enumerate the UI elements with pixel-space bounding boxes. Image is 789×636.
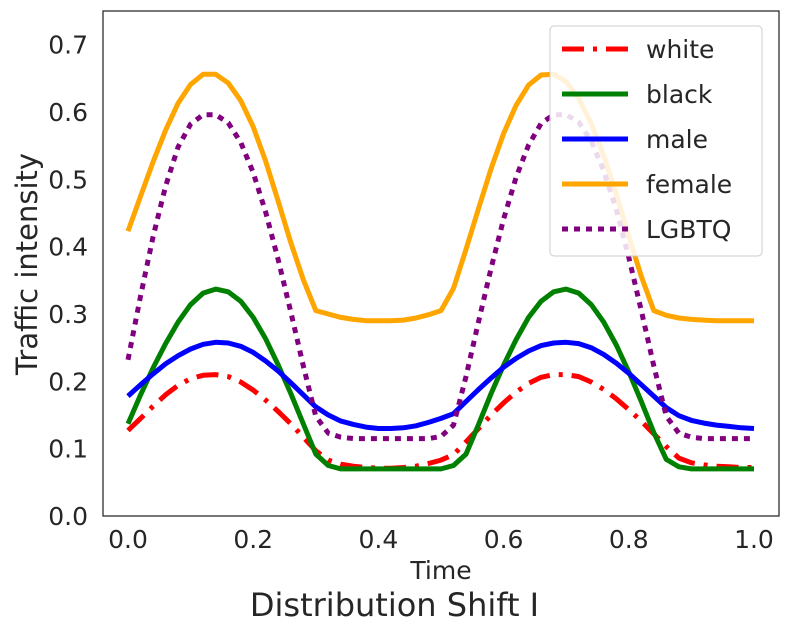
legend-label-lgbtq: LGBTQ (646, 215, 731, 244)
series-line-white (126, 372, 754, 471)
legend: white black male female LGBTQ (549, 25, 763, 257)
legend-label-white: white (646, 35, 714, 64)
y-tick-label: 0.5 (48, 165, 88, 194)
series-line-male (126, 339, 755, 431)
y-tick-label: 0.4 (48, 233, 88, 262)
x-axis-label: Time (409, 556, 471, 585)
y-tick-label: 0.3 (48, 300, 88, 329)
y-axis-label: Traffic intensity (10, 153, 44, 376)
y-tick-label: 0.7 (48, 31, 88, 60)
x-tick-label: 0.6 (484, 525, 524, 554)
y-tick-label: 0.2 (48, 367, 88, 396)
legend-label-female: female (646, 170, 732, 199)
series-line-female (125, 71, 754, 324)
legend-box (549, 25, 763, 257)
x-tick-labels: 0.0 0.2 0.4 0.6 0.8 1.0 (108, 525, 774, 554)
y-tick-labels: 0.0 0.1 0.2 0.3 0.4 0.5 0.6 0.7 (48, 31, 88, 531)
x-tick-label: 0.4 (359, 525, 399, 554)
x-tick-label: 0.0 (108, 525, 148, 554)
series-line-black (125, 286, 754, 472)
figure-caption: Distribution Shift I (249, 586, 540, 624)
x-tick-label: 1.0 (734, 525, 774, 554)
plot-frame (102, 10, 780, 517)
x-tick-label: 0.8 (609, 525, 649, 554)
series-layer (125, 71, 755, 472)
x-tick-label: 0.2 (233, 525, 273, 554)
legend-label-black: black (646, 80, 713, 109)
y-tick-label: 0.6 (48, 98, 88, 127)
y-tick-label: 0.1 (48, 435, 88, 464)
legend-label-male: male (646, 125, 708, 154)
y-tick-label: 0.0 (48, 502, 88, 531)
